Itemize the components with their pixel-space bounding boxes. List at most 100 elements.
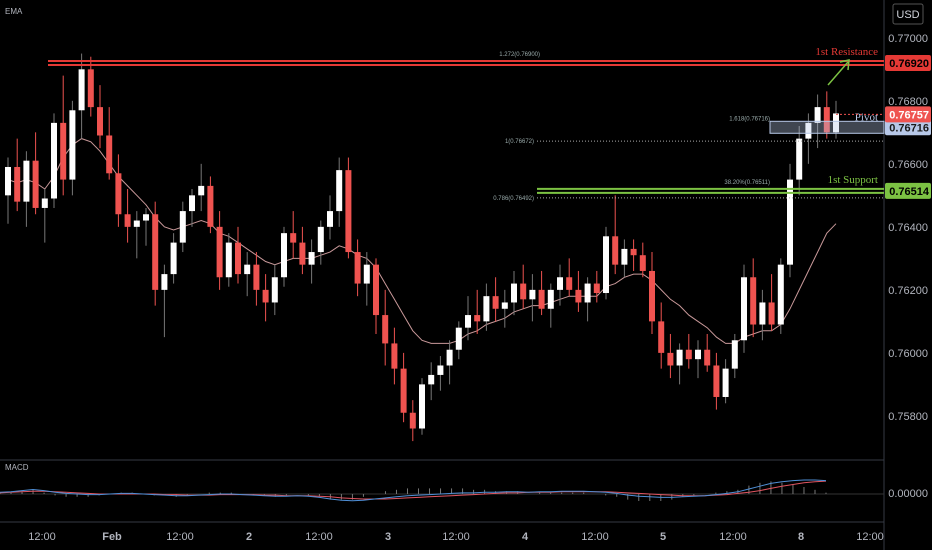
candle-body [152,214,159,290]
candle-body [51,122,57,199]
candle-body [262,289,269,303]
candle-body [143,214,149,221]
candle-body [713,365,720,397]
candle-body [731,340,738,369]
level-name-label: Pivot [855,111,878,123]
level-price-badge [885,119,931,136]
candle-body [768,302,775,325]
candle-layer [5,53,839,442]
candle-body [704,349,711,366]
candle-body [69,110,76,180]
candle-body [290,233,297,243]
time-tick-label: 12:00 [719,531,747,543]
candle-body [750,277,757,325]
candle-body [373,264,379,316]
price-tick-label: 0.77000 [888,33,928,45]
candle-body [520,283,527,300]
candle-body [207,185,214,227]
candle-body [437,365,444,375]
candle-body [327,211,333,227]
candle-body [14,166,21,202]
price-tick-label: 0.76200 [888,285,928,297]
candle-body [400,368,407,413]
macd-zero-label: 0.00000 [888,488,928,500]
candle-body [805,122,812,139]
candle-body [722,368,729,397]
candle-body [60,122,67,180]
time-tick-label: 5 [660,531,666,543]
candle-body [465,315,471,328]
currency-label: USD [896,9,919,21]
price-tick-label: 0.76600 [888,159,928,171]
candle-body [225,242,232,278]
candle-body [603,236,609,294]
price-tick-label: 0.76400 [888,222,928,234]
candle-body [833,113,839,133]
candle-body [639,255,646,271]
time-tick-label: 8 [798,531,804,543]
candle-body [557,277,563,290]
candle-body [474,315,481,322]
candle-body [161,274,168,290]
candle-body [593,283,600,294]
axis-layer: 0.77000 0.76800 0.76600 0.76400 0.76200 0.760… [28,33,928,543]
candle-body [317,226,324,253]
candle-body [547,289,554,309]
ema-layer [7,138,837,344]
candle-body [695,349,701,360]
candle-body [575,289,582,303]
level-layer: 1st Resistance 0.76920 1.272(0.76900) Pivot… [48,46,931,202]
candle-body [676,349,683,366]
candle-body [363,264,370,284]
candle-body [198,185,205,196]
candle-body [529,289,536,300]
candle-body [5,166,11,196]
candle-body [382,315,389,344]
candle-body [336,170,343,212]
candle-body [179,211,186,243]
current-price-badge [885,106,931,123]
candle-body [455,327,462,350]
price-panel [0,0,885,550]
candle-body [87,69,94,108]
level-name-label: 1st Support [828,174,878,186]
candle-body [649,270,655,322]
candle-body [538,289,545,309]
candle-body [492,296,499,309]
candle-body [133,220,140,227]
candle-body [667,352,674,366]
fib-level-label: 0.786(0.76492) [493,196,534,202]
currency-button[interactable] [892,3,924,25]
candle-body [584,283,591,303]
candle-body [621,248,628,265]
candle-body [428,374,435,385]
candle-body [501,302,508,309]
fib-level-label: 1.618(0.76716) [729,116,770,122]
candle-body [630,248,637,256]
level-price-label: 0.76514 [889,186,930,198]
macd-line [0,479,827,502]
candle-body [281,233,287,278]
candle-body [409,412,416,429]
candle-body [566,277,573,290]
time-tick-label: 12:00 [166,531,194,543]
candle-body [299,242,306,265]
time-tick-label: 12:00 [442,531,470,543]
price-tick-label: 0.75800 [888,411,928,423]
level-price-badge [885,182,931,199]
candle-body [170,242,177,275]
candle-body [419,384,425,429]
time-tick-label: 12:00 [856,531,884,543]
candle-body [483,296,490,322]
candle-body [23,160,30,202]
level-name-label: 1st Resistance [815,46,878,58]
time-tick-label: 3 [385,531,391,543]
indicator-label: EMA [5,7,23,16]
candle-body [511,283,517,303]
candle-body [446,349,453,366]
candle-body [115,173,122,215]
candle-body [814,107,821,123]
time-tick-label: 4 [522,531,529,543]
fib-level-label: 1.272(0.76900) [499,52,540,58]
